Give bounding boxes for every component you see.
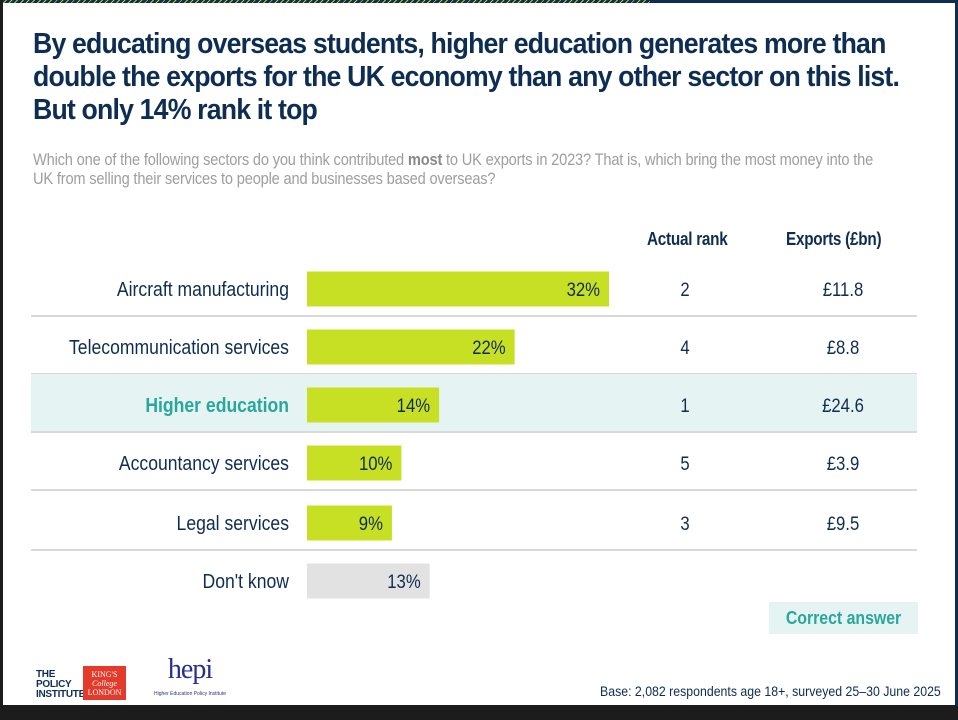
category-label: Legal services — [177, 512, 289, 534]
exports-cell: £3.9 — [827, 453, 860, 474]
hepi-wordmark: hepi — [167, 654, 213, 685]
logo-line: POLICY — [36, 679, 72, 690]
bar-value-label: 13% — [387, 571, 421, 592]
question-emphasis: most — [407, 150, 443, 169]
exports-cell: £9.5 — [827, 513, 860, 534]
bar-value-label: 9% — [359, 513, 383, 534]
column-header-actual-rank: Actual rank — [647, 229, 728, 249]
chart-title: By educating overseas students, higher e… — [33, 28, 900, 126]
exports-cell: £8.8 — [827, 337, 860, 358]
bar — [307, 445, 402, 481]
kings-college-logo: KING'S College LONDON — [83, 666, 126, 700]
question-text-before: Which one of the following sectors do yo… — [33, 150, 408, 169]
logo-line: INSTITUTE — [36, 689, 85, 700]
bar-value-label: 14% — [397, 395, 431, 416]
category-label: Aircraft manufacturing — [117, 278, 289, 300]
hepi-subtitle: Higher Education Policy Institute — [154, 691, 226, 697]
bottom-border — [0, 705, 958, 720]
bar — [307, 563, 430, 599]
highlight-row-background — [31, 374, 917, 431]
question-text-after: to UK exports in 2023? That is, which br… — [33, 150, 874, 188]
bar-value-label: 22% — [472, 337, 506, 358]
actual-rank-cell: 5 — [680, 453, 689, 474]
row-divider — [31, 489, 917, 491]
category-label: Accountancy services — [119, 452, 289, 474]
hepi-logo: hepi Higher Education Policy Institute — [150, 654, 230, 698]
right-band — [955, 0, 958, 720]
left-border — [0, 0, 3, 720]
category-label: Don't know — [203, 570, 290, 592]
actual-rank-cell: 2 — [680, 279, 689, 300]
bar — [307, 329, 515, 365]
correct-answer-label: Correct answer — [785, 607, 902, 628]
logo-line: LONDON — [87, 688, 122, 697]
bar-value-label: 10% — [359, 453, 393, 474]
exports-cell: £11.8 — [823, 279, 864, 300]
policy-institute-logo: THE POLICY INSTITUTE — [36, 670, 85, 700]
bar — [307, 505, 392, 541]
exports-cell: £24.6 — [822, 395, 864, 416]
actual-rank-cell: 3 — [680, 513, 689, 534]
base-note: Base: 2,082 respondents age 18+, surveye… — [600, 683, 941, 699]
row-divider — [31, 549, 917, 551]
top-pattern-band — [0, 0, 958, 3]
survey-question: Which one of the following sectors do yo… — [33, 150, 893, 188]
category-label: Higher education — [145, 394, 289, 416]
bar — [307, 271, 609, 307]
category-label: Telecommunication services — [69, 336, 289, 358]
bar-value-label: 32% — [567, 279, 601, 300]
row-divider — [31, 431, 917, 433]
actual-rank-cell: 4 — [680, 337, 689, 358]
logo-line: THE — [36, 669, 56, 680]
logo-line: College — [92, 679, 117, 688]
actual-rank-cell: 1 — [680, 395, 689, 416]
logo-line: KING'S — [91, 670, 118, 679]
correct-answer-legend: Correct answer — [769, 602, 918, 634]
row-divider — [31, 315, 917, 317]
bar — [307, 387, 440, 423]
column-header-exports: Exports (£bn) — [786, 229, 882, 249]
